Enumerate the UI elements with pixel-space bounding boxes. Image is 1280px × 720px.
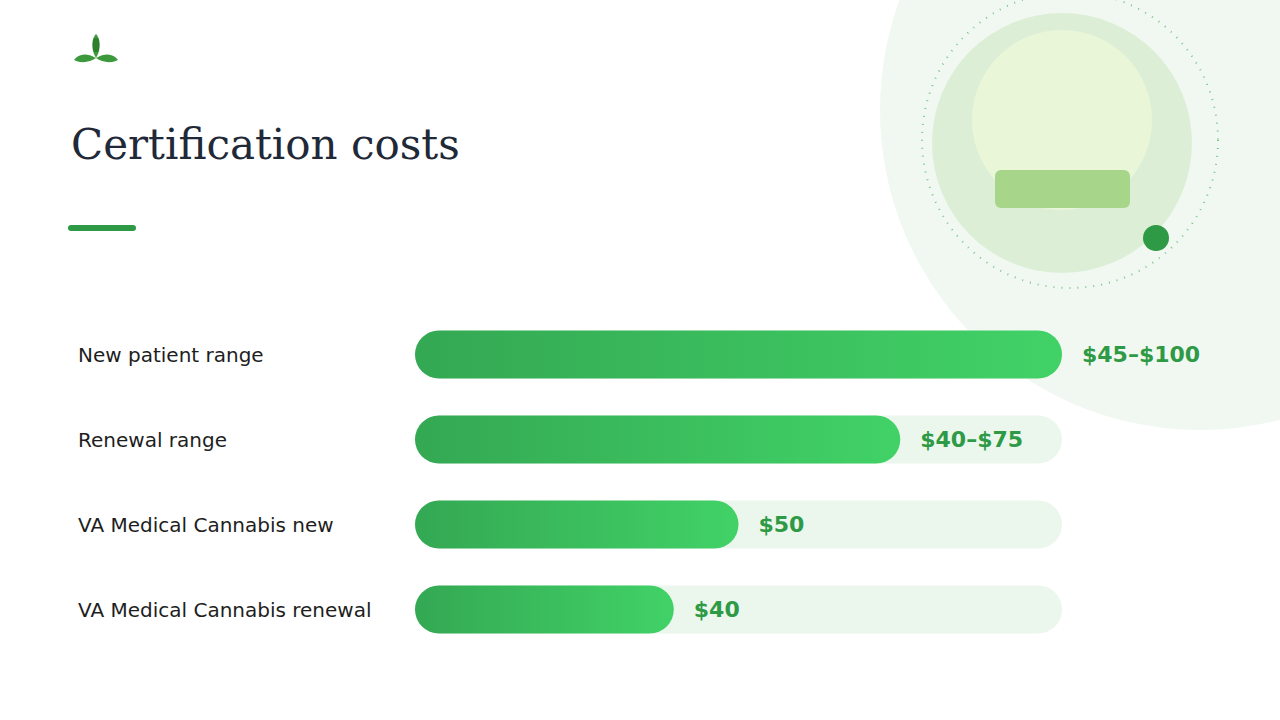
svg-text:$50: $50 xyxy=(759,512,805,537)
svg-text:$45–$100: $45–$100 xyxy=(1082,342,1200,367)
svg-text:$40–$75: $40–$75 xyxy=(920,427,1023,452)
svg-text:$40: $40 xyxy=(694,597,740,622)
svg-text:Certification costs: Certification costs xyxy=(71,120,460,169)
svg-text:VA Medical Cannabis new: VA Medical Cannabis new xyxy=(78,513,334,537)
svg-text:New patient range: New patient range xyxy=(78,343,264,367)
svg-text:Renewal range: Renewal range xyxy=(78,428,227,452)
svg-text:VA Medical Cannabis renewal: VA Medical Cannabis renewal xyxy=(78,598,372,622)
